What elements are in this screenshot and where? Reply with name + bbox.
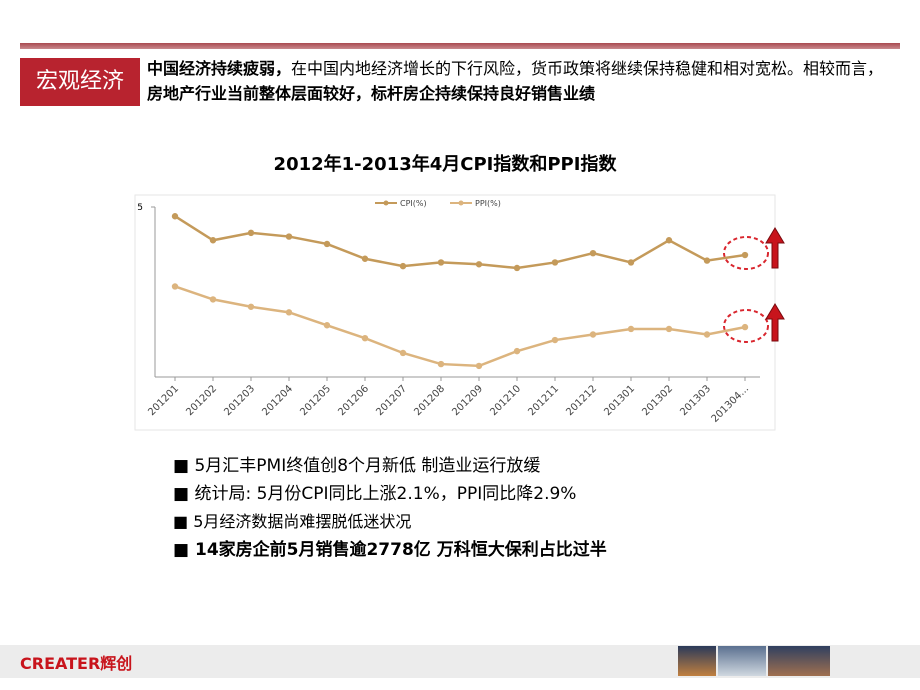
- section-tag: 宏观经济: [20, 58, 140, 106]
- bullet: 5月经济数据尚难摆脱低迷状况: [173, 508, 607, 536]
- point: [361, 255, 369, 262]
- highlight-circle: [723, 309, 769, 343]
- legend-label: PPI(%): [475, 199, 501, 208]
- bullet: 统计局: 5月份CPI同比上涨2.1%，PPI同比降2.9%: [173, 480, 607, 508]
- point: [627, 325, 635, 333]
- point: [551, 259, 559, 266]
- point: [399, 262, 407, 270]
- point: [627, 259, 635, 266]
- point: [361, 334, 369, 342]
- up-arrow: [765, 227, 785, 269]
- footer-brand: CREATER辉创: [20, 654, 133, 673]
- text-run: 中国经济持续疲弱，: [147, 59, 292, 78]
- legend-dot: [383, 200, 389, 206]
- point: [741, 323, 749, 331]
- point: [247, 229, 255, 237]
- point: [171, 213, 179, 220]
- y-tick-label: 5: [137, 203, 143, 213]
- point: [475, 362, 483, 370]
- point: [209, 296, 217, 303]
- series-line: [174, 285, 746, 368]
- legend-label: CPI(%): [400, 199, 427, 208]
- text-run: 房地产行业当前整体层面较好，标杆房企持续保持良好销售业绩: [147, 84, 596, 103]
- point: [703, 257, 711, 264]
- point: [323, 240, 331, 248]
- top-rule: [20, 43, 900, 49]
- point: [285, 233, 293, 240]
- text-run: 在中国内地经济增长的下行风险，货币政策将继续保持稳健和相对宽松。相较而言，: [291, 59, 884, 78]
- bullet-list: 5月汇丰PMI终值创8个月新低 制造业运行放缓统计局: 5月份CPI同比上涨2.…: [173, 452, 607, 564]
- point: [589, 249, 597, 257]
- point: [741, 251, 749, 259]
- point: [399, 349, 407, 357]
- point: [513, 347, 521, 355]
- point: [285, 309, 293, 316]
- point: [209, 237, 217, 244]
- point: [665, 325, 673, 333]
- highlight-circle: [723, 236, 769, 270]
- point: [437, 259, 445, 266]
- chart-title: 2012年1-2013年4月CPI指数和PPI指数: [274, 153, 618, 175]
- point: [589, 331, 597, 338]
- point: [475, 261, 483, 268]
- footer-photo: [768, 646, 830, 676]
- up-arrow: [765, 303, 785, 342]
- point: [247, 303, 255, 310]
- chart-frame: [134, 194, 776, 431]
- series-line: [174, 215, 746, 270]
- intro-paragraph: 中国经济持续疲弱，在中国内地经济增长的下行风险，货币政策将继续保持稳健和相对宽松…: [147, 56, 892, 106]
- footer-band: [0, 645, 920, 678]
- legend-dot: [458, 200, 464, 206]
- point: [665, 237, 673, 244]
- footer-photo: [678, 646, 716, 676]
- point: [703, 331, 711, 338]
- point: [323, 322, 331, 329]
- footer-photo: [718, 646, 766, 676]
- point: [171, 283, 179, 290]
- point: [513, 264, 521, 272]
- bullet: 14家房企前5月销售逾2778亿 万科恒大保利占比过半: [173, 536, 607, 564]
- bullet: 5月汇丰PMI终值创8个月新低 制造业运行放缓: [173, 452, 607, 480]
- point: [551, 336, 559, 344]
- point: [437, 360, 445, 368]
